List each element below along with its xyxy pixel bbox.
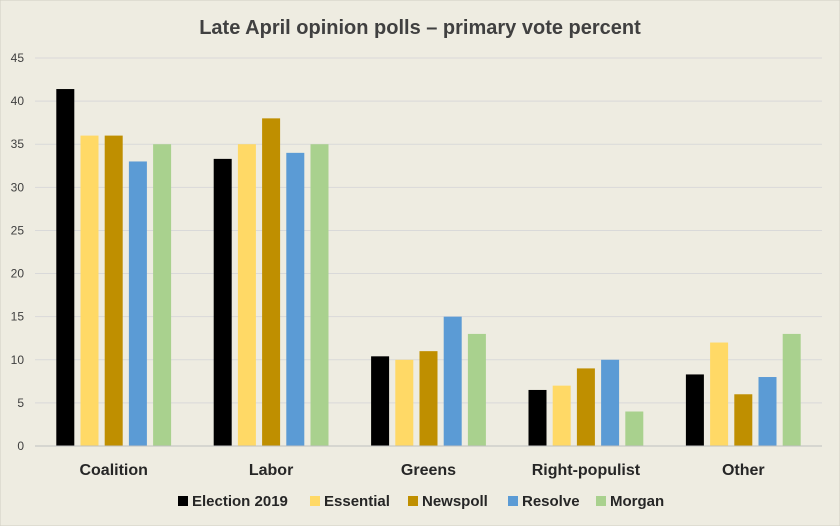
bar: [395, 359, 414, 446]
bar: [625, 411, 644, 446]
bar: [153, 144, 172, 446]
y-tick-label: 25: [11, 223, 25, 237]
bar: [443, 316, 462, 446]
bar: [213, 158, 232, 446]
legend-swatch: [596, 496, 606, 506]
y-tick-label: 0: [17, 439, 24, 453]
bar: [128, 161, 147, 446]
legend-swatch: [310, 496, 320, 506]
y-tick-label: 20: [11, 267, 25, 281]
legend-swatch: [408, 496, 418, 506]
bar: [576, 368, 595, 446]
y-tick-label: 15: [11, 310, 25, 324]
y-tick-label: 5: [17, 396, 24, 410]
bar: [601, 359, 620, 446]
bar: [419, 351, 438, 446]
bar: [710, 342, 729, 446]
legend-swatch: [508, 496, 518, 506]
y-tick-label: 40: [11, 94, 25, 108]
bar: [80, 135, 99, 446]
x-category-label: Greens: [401, 462, 456, 479]
bar: [310, 144, 329, 446]
bar: [104, 135, 123, 446]
bar: [467, 333, 486, 446]
y-tick-label: 45: [11, 51, 25, 65]
chart-title: Late April opinion polls – primary vote …: [199, 17, 641, 39]
x-axis-categories: Coalition Labor Greens Right-populist Other: [79, 462, 764, 479]
bar: [286, 152, 305, 446]
legend-label: Election 2019: [192, 493, 288, 510]
bar: [56, 89, 75, 446]
bars: [56, 89, 801, 446]
bar: [528, 389, 547, 446]
y-tick-label: 10: [11, 353, 25, 367]
legend-label: Morgan: [610, 493, 664, 510]
x-category-label: Other: [722, 462, 765, 479]
x-category-label: Labor: [249, 462, 293, 479]
x-category-label: Coalition: [79, 462, 147, 479]
legend-label: Resolve: [522, 493, 580, 510]
bar: [758, 377, 777, 446]
bar: [237, 144, 256, 446]
bar: [685, 374, 704, 446]
bar: [262, 118, 281, 446]
legend: Election 2019 Essential Newspoll Resolve Mor…: [178, 493, 664, 510]
y-tick-label: 35: [11, 137, 25, 151]
x-category-label: Right-populist: [532, 462, 641, 479]
bar: [371, 356, 390, 446]
legend-label: Essential: [324, 493, 390, 510]
legend-swatch: [178, 496, 188, 506]
y-axis-ticks: 0 5 10 15 20 25 30 35 40 45: [11, 51, 25, 453]
bar: [734, 394, 753, 446]
bar: [782, 333, 801, 446]
bar: [552, 385, 571, 446]
y-tick-label: 30: [11, 180, 25, 194]
legend-label: Newspoll: [422, 493, 488, 510]
